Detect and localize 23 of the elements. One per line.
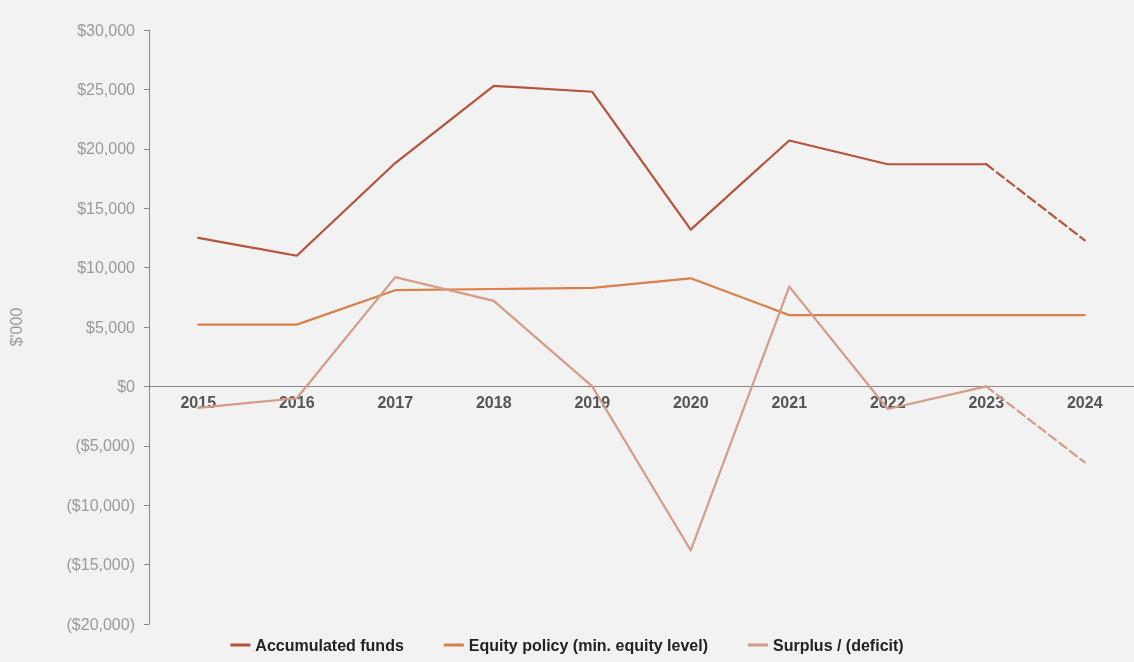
y-tick-label: ($5,000) xyxy=(75,437,135,455)
y-tick-label: $0 xyxy=(117,377,136,395)
y-tick-label: ($20,000) xyxy=(66,615,135,633)
y-tick-label: ($15,000) xyxy=(66,556,135,574)
x-tick-label: 2016 xyxy=(278,393,315,411)
y-tick-label: $25,000 xyxy=(77,80,136,98)
y-tick-label: ($10,000) xyxy=(66,496,135,514)
x-tick-label: 2020 xyxy=(672,393,709,411)
y-axis-title: $'000 xyxy=(7,307,25,347)
y-tick-label: $15,000 xyxy=(77,199,136,217)
x-tick-label: 2023 xyxy=(968,393,1005,411)
legend-label: Equity policy (min. equity level) xyxy=(468,636,708,654)
legend-label: Surplus / (deficit) xyxy=(772,636,904,654)
x-tick-label: 2017 xyxy=(377,393,414,411)
x-tick-label: 2021 xyxy=(771,393,808,411)
legend-label: Accumulated funds xyxy=(255,636,404,654)
y-tick-label: $20,000 xyxy=(77,140,136,158)
x-tick-label: 2018 xyxy=(475,393,512,411)
x-tick-label: 2024 xyxy=(1066,393,1103,411)
y-tick-label: $30,000 xyxy=(77,21,136,39)
y-tick-label: $5,000 xyxy=(86,318,136,336)
y-tick-label: $10,000 xyxy=(77,259,136,277)
line-series xyxy=(197,277,1086,326)
